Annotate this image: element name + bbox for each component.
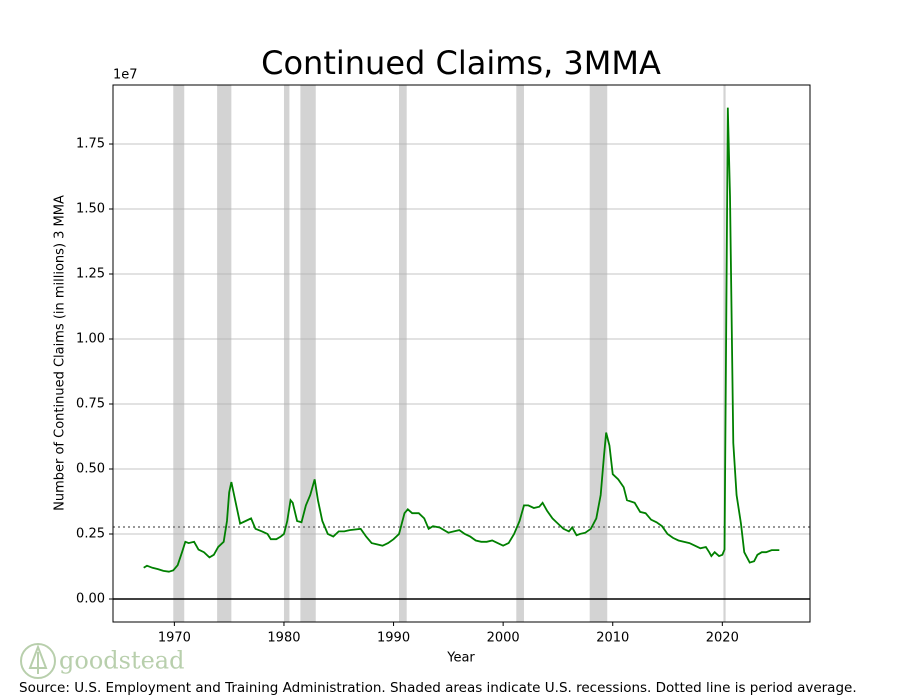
logo: goodstead [20,643,184,679]
recession-band [589,85,608,622]
recession-band [217,85,232,622]
x-axis-label: Year [446,651,475,666]
recession-band [723,85,726,622]
recession-band [399,85,407,622]
plot-area [113,85,810,622]
logo-tree [28,644,48,674]
y-tick-label: 0.25 [76,526,105,541]
y-tick-label: 1.75 [76,137,105,152]
x-tick-label: 2000 [487,631,520,646]
y-tick-label: 0.75 [76,397,105,412]
y-tick-label: 0.00 [76,591,105,606]
source-note: Source: U.S. Employment and Training Adm… [19,680,857,696]
y-tick-label: 1.00 [76,332,105,347]
logo-ring [20,643,56,679]
plot-frame [112,84,811,623]
y-axis-label: Number of Continued Claims (in millions)… [53,195,68,511]
y-offset-label: 1e7 [113,68,138,83]
recession-band [516,85,524,622]
recession-band [173,85,185,622]
x-tick-label: 2010 [596,631,629,646]
x-tick-label: 1970 [158,631,191,646]
data-line [143,107,780,573]
logo-text: goodstead [59,647,184,675]
recession-band [300,85,316,622]
chart-title: Continued Claims, 3MMA [261,44,661,82]
y-tick-label: 0.50 [76,461,105,476]
recession-band [283,85,290,622]
x-tick-label: 1990 [377,631,410,646]
y-tick-label: 1.50 [76,202,105,217]
x-tick-label: 2020 [706,631,739,646]
x-tick-label: 1980 [267,631,300,646]
y-tick-label: 1.25 [76,267,105,282]
